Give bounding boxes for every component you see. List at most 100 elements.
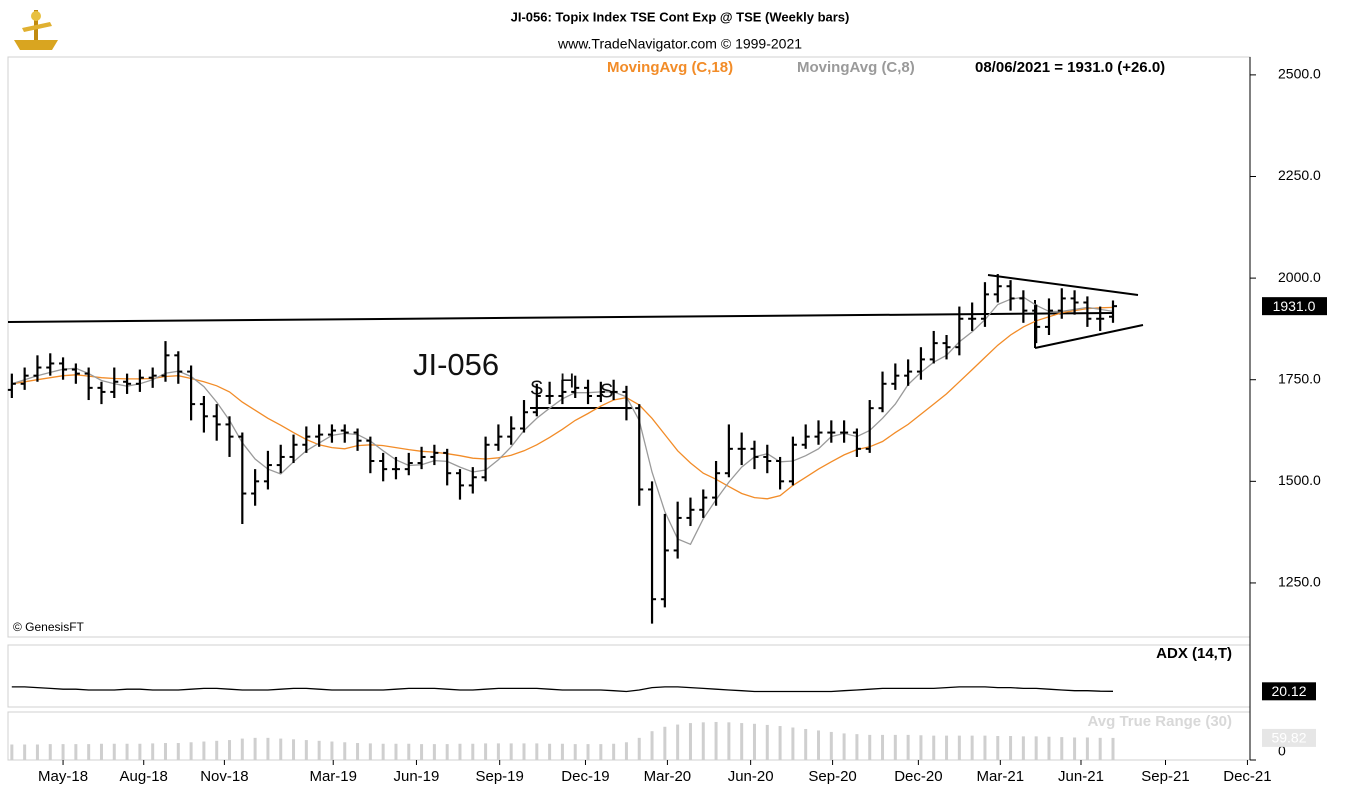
atr-bar — [765, 724, 769, 760]
atr-bar — [906, 734, 910, 760]
atr-bar — [560, 743, 564, 760]
y-tick-label: 2250.0 — [1278, 167, 1321, 183]
chart-subtitle: www.TradeNavigator.com © 1999-2021 — [557, 36, 802, 52]
y-tick-label: 1750.0 — [1278, 370, 1321, 386]
atr-bar — [842, 733, 846, 760]
price-label-box — [1262, 297, 1327, 316]
atr-bar — [1085, 737, 1089, 760]
atr-bar — [445, 744, 449, 760]
x-tick-label: Jun-21 — [1058, 768, 1104, 785]
atr-bar — [1111, 737, 1115, 760]
atr-bar — [1098, 737, 1102, 760]
atr-bar — [893, 734, 897, 760]
atr-bar — [855, 734, 859, 760]
atr-bar — [637, 737, 641, 760]
value-label-box — [1262, 682, 1316, 701]
atr-bar — [970, 735, 974, 760]
legend-entry: MovingAvg (C,18) — [607, 59, 733, 76]
atr-bar — [624, 742, 628, 760]
x-tick-label: Mar-21 — [977, 768, 1025, 785]
pane-title: ADX (14,T) — [1156, 645, 1232, 662]
atr-bar — [932, 735, 936, 760]
atr-bar — [23, 744, 27, 760]
trendlines — [7, 274, 1144, 409]
price-info: 08/06/2021 = 1931.0 (+26.0) — [975, 59, 1165, 76]
atr-bar — [253, 737, 257, 760]
atr-bar — [202, 741, 206, 760]
atr-bar — [99, 743, 103, 760]
atr-bar — [778, 726, 782, 760]
x-tick-label: Mar-20 — [644, 768, 692, 785]
x-tick-label: Dec-20 — [894, 768, 942, 785]
x-tick-label: May-18 — [38, 768, 88, 785]
atr-bar — [740, 723, 744, 760]
atr-bar — [484, 743, 488, 760]
y-tick-label: 1500.0 — [1278, 472, 1321, 488]
atr-bar — [752, 723, 756, 760]
atr-bar — [138, 743, 142, 760]
atr-bar — [458, 743, 462, 760]
x-tick-label: Nov-18 — [200, 768, 248, 785]
atr-bar — [381, 743, 385, 760]
atr-bar — [471, 743, 475, 760]
x-tick-label: Mar-19 — [309, 768, 357, 785]
atr-bar — [48, 744, 52, 760]
atr-bar — [804, 728, 808, 760]
y-tick-label: 2000.0 — [1278, 269, 1321, 285]
atr-bar — [189, 742, 193, 760]
atr-bar — [368, 743, 372, 760]
atr-bar — [292, 739, 296, 760]
atr-bar — [612, 743, 616, 760]
atr-bar — [688, 723, 692, 760]
atr-bar — [829, 731, 833, 760]
atr-bar — [945, 735, 949, 760]
atr-bar — [791, 727, 795, 760]
atr-bar — [87, 744, 91, 760]
atr-bar — [496, 743, 500, 760]
atr-bar — [163, 743, 167, 760]
adx-line — [11, 686, 1114, 693]
atr-bar — [663, 726, 667, 760]
atr-bar — [151, 743, 155, 760]
atr-bar — [394, 743, 398, 760]
atr-bar — [509, 743, 513, 760]
atr-bar — [714, 721, 718, 760]
x-tick-label: Sep-19 — [475, 768, 523, 785]
chart-title: JI-056: Topix Index TSE Cont Exp @ TSE (… — [511, 9, 850, 24]
atr-bar — [1021, 736, 1025, 760]
pane-title: Avg True Range (30) — [1088, 713, 1232, 730]
atr-bar — [1060, 737, 1064, 760]
atr-bar — [176, 743, 180, 760]
atr-bar — [522, 743, 526, 760]
atr-bar — [817, 730, 821, 760]
logo — [14, 10, 58, 50]
atr-bar — [1034, 736, 1038, 760]
atr-bar — [279, 738, 283, 760]
x-tick-label: Dec-21 — [1223, 768, 1271, 785]
x-tick-label: Jun-19 — [394, 768, 440, 785]
atr-bar — [240, 738, 244, 760]
legend-entry: MovingAvg (C,8) — [797, 59, 915, 76]
atr-bar — [61, 744, 65, 760]
x-tick-label: Sep-21 — [1141, 768, 1189, 785]
atr-bar — [10, 744, 14, 760]
annotation: H — [560, 370, 574, 392]
atr-bar — [586, 744, 590, 760]
atr-bar — [317, 740, 321, 760]
atr-bar — [228, 740, 232, 760]
atr-bar — [676, 724, 680, 760]
atr-bar — [535, 743, 539, 760]
value-label-box — [1262, 728, 1316, 747]
value-label: 59.82 — [1271, 730, 1306, 746]
atr-bar — [330, 741, 334, 760]
atr-bar — [868, 734, 872, 760]
atr-bar — [215, 740, 219, 760]
atr-bar — [881, 734, 885, 760]
atr-bar — [35, 744, 39, 760]
y-tick-label: 2500.0 — [1278, 66, 1321, 82]
atr-bar — [407, 743, 411, 760]
atr-bar — [957, 735, 961, 760]
atr-bar — [1009, 736, 1013, 760]
atr-bar — [996, 736, 1000, 760]
